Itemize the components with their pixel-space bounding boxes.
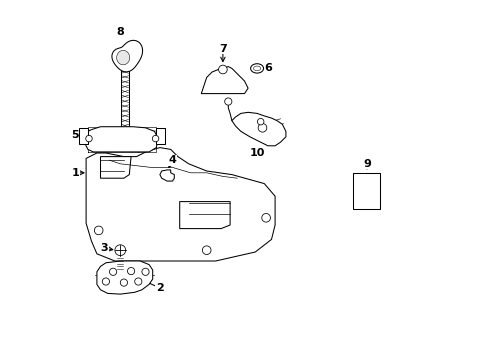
Polygon shape	[117, 50, 129, 65]
Circle shape	[85, 135, 92, 142]
Polygon shape	[156, 128, 164, 144]
Polygon shape	[231, 112, 285, 146]
Polygon shape	[201, 67, 247, 94]
Text: 8: 8	[116, 27, 124, 37]
Ellipse shape	[253, 66, 260, 71]
Text: 3: 3	[100, 243, 108, 253]
Text: 9: 9	[362, 159, 370, 169]
Polygon shape	[160, 170, 174, 181]
Text: 7: 7	[219, 44, 226, 54]
Circle shape	[258, 123, 266, 132]
FancyBboxPatch shape	[352, 173, 379, 209]
Text: 10: 10	[249, 148, 264, 158]
Circle shape	[218, 65, 227, 74]
Circle shape	[109, 268, 117, 275]
Polygon shape	[179, 202, 230, 229]
Circle shape	[94, 226, 103, 235]
Polygon shape	[79, 128, 88, 144]
Circle shape	[115, 245, 125, 256]
Circle shape	[102, 278, 109, 285]
Circle shape	[202, 246, 211, 255]
Circle shape	[142, 268, 149, 275]
Polygon shape	[101, 157, 131, 178]
Ellipse shape	[250, 64, 263, 73]
Polygon shape	[84, 127, 158, 152]
Text: 6: 6	[264, 63, 271, 73]
Text: 1: 1	[71, 168, 79, 178]
Polygon shape	[97, 261, 152, 294]
Circle shape	[257, 118, 264, 125]
Polygon shape	[112, 40, 142, 72]
Circle shape	[120, 279, 127, 286]
Circle shape	[261, 213, 270, 222]
Text: 5: 5	[71, 130, 79, 140]
Text: 2: 2	[156, 283, 163, 293]
Circle shape	[224, 98, 231, 105]
Polygon shape	[86, 148, 275, 261]
Text: 4: 4	[168, 155, 176, 165]
Circle shape	[127, 267, 134, 275]
Circle shape	[152, 135, 159, 142]
Circle shape	[134, 278, 142, 285]
